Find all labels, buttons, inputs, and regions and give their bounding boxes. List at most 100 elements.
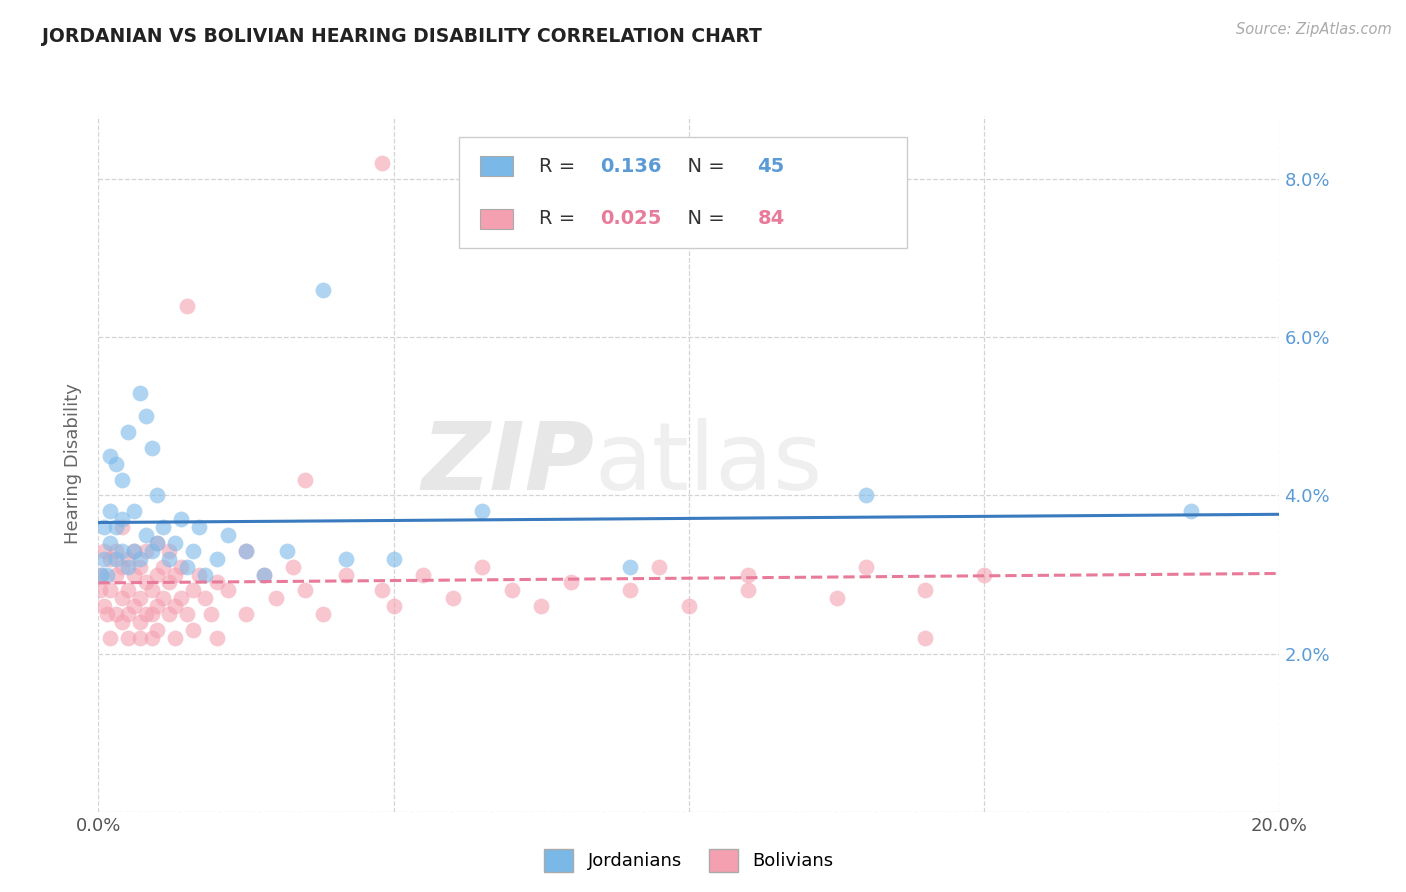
Point <box>471 504 494 518</box>
Point <box>294 473 316 487</box>
Bar <box>479 210 513 228</box>
Point <box>176 607 198 621</box>
Point <box>93 520 115 534</box>
Point <box>176 559 198 574</box>
Point <box>914 583 936 598</box>
Point <box>111 512 134 526</box>
Point <box>312 283 335 297</box>
Point <box>146 599 169 614</box>
Point <box>371 583 394 598</box>
Point <box>117 551 139 566</box>
Point <box>146 536 169 550</box>
Point <box>157 551 180 566</box>
Text: R =: R = <box>538 157 582 176</box>
Point <box>98 449 121 463</box>
Point <box>111 543 134 558</box>
Point <box>181 623 204 637</box>
Point <box>152 559 174 574</box>
Point <box>93 551 115 566</box>
Point <box>122 567 145 582</box>
Point <box>165 567 187 582</box>
Point <box>560 575 582 590</box>
Point <box>312 607 335 621</box>
Point <box>253 567 276 582</box>
Point <box>98 504 121 518</box>
Point <box>146 536 169 550</box>
Point <box>105 457 128 471</box>
Point <box>825 591 848 606</box>
Point <box>501 583 523 598</box>
Point <box>471 559 494 574</box>
Point <box>96 567 118 582</box>
Point <box>105 567 128 582</box>
Point <box>122 543 145 558</box>
Point <box>176 299 198 313</box>
Point <box>128 559 150 574</box>
Point <box>98 631 121 645</box>
Point <box>205 631 228 645</box>
Point <box>170 559 193 574</box>
Point <box>619 559 641 574</box>
Point <box>146 567 169 582</box>
Point <box>205 551 228 566</box>
Point <box>382 551 405 566</box>
Point <box>235 607 257 621</box>
Point <box>235 543 257 558</box>
Point <box>122 504 145 518</box>
Point <box>111 591 134 606</box>
Point <box>165 536 187 550</box>
Point <box>235 543 257 558</box>
Point <box>335 551 357 566</box>
Point <box>117 631 139 645</box>
Text: ZIP: ZIP <box>422 417 595 510</box>
Point <box>217 583 239 598</box>
Y-axis label: Hearing Disability: Hearing Disability <box>65 384 83 544</box>
Point <box>181 583 204 598</box>
Point <box>205 575 228 590</box>
Point <box>165 599 187 614</box>
Point <box>294 583 316 598</box>
Point <box>170 512 193 526</box>
Point <box>737 583 759 598</box>
Point <box>973 567 995 582</box>
Point <box>187 567 209 582</box>
Point <box>141 583 163 598</box>
Point <box>530 599 553 614</box>
Point <box>194 567 217 582</box>
Point <box>914 631 936 645</box>
Legend: Jordanians, Bolivians: Jordanians, Bolivians <box>537 841 841 880</box>
Point <box>371 156 394 170</box>
Point <box>382 599 405 614</box>
Point <box>152 520 174 534</box>
Point <box>146 623 169 637</box>
Text: JORDANIAN VS BOLIVIAN HEARING DISABILITY CORRELATION CHART: JORDANIAN VS BOLIVIAN HEARING DISABILITY… <box>42 27 762 45</box>
Point <box>737 567 759 582</box>
Point <box>619 583 641 598</box>
Point <box>117 607 139 621</box>
Point <box>135 607 157 621</box>
Point <box>253 567 276 582</box>
Point <box>128 385 150 400</box>
Point <box>128 631 150 645</box>
Point <box>146 488 169 502</box>
Point <box>1180 504 1202 518</box>
Point <box>135 543 157 558</box>
Point <box>111 473 134 487</box>
Point <box>157 543 180 558</box>
Point <box>283 559 305 574</box>
Point <box>135 575 157 590</box>
Point <box>98 583 121 598</box>
Point <box>128 591 150 606</box>
Point <box>141 631 163 645</box>
Point <box>678 599 700 614</box>
Point <box>122 599 145 614</box>
Point <box>90 567 112 582</box>
Point <box>648 559 671 574</box>
Point <box>96 607 118 621</box>
Point <box>264 591 287 606</box>
Point <box>200 607 222 621</box>
Point <box>276 543 298 558</box>
Text: R =: R = <box>538 210 582 228</box>
Point <box>141 607 163 621</box>
Point <box>135 409 157 424</box>
